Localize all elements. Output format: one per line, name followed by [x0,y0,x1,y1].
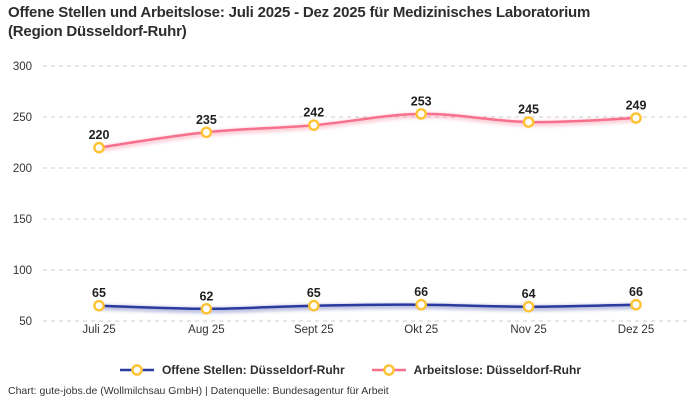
x-tick-label: Okt 25 [404,324,438,336]
data-point-arbeitslose[interactable] [630,112,642,124]
legend-item-arbeitslose[interactable]: Arbeitslose: Düsseldorf-Ruhr [371,363,581,377]
y-tick-label: 300 [13,61,32,73]
x-tick-label: Aug 25 [188,324,224,336]
chart-legend: Offene Stellen: Düsseldorf-Ruhr Arbeitslo… [0,360,700,380]
legend-label-arbeitslose: Arbeitslose: Düsseldorf-Ruhr [413,363,582,377]
chart-title-line1: Offene Stellen und Arbeitslose: Juli 202… [8,4,591,21]
x-tick-label: Juli 25 [82,324,115,336]
y-tick-label: 100 [13,265,32,277]
y-tick-label: 250 [13,112,32,124]
data-point-label-arbeitslose: 249 [626,99,647,113]
data-point-arbeitslose[interactable] [307,119,320,131]
data-point-label-arbeitslose: 253 [411,94,432,108]
line-chart-plot: 300 250 200 150 100 50 Juli 25 Aug 25 Sept 25 Okt… [13,61,690,336]
data-point-label-offene-stellen: 66 [629,285,643,299]
series-glow-arbeitslose [98,112,637,152]
x-tick-label: Sept 25 [294,324,334,336]
data-point-arbeitslose[interactable] [200,126,213,139]
data-point-offene-stellen[interactable] [307,299,320,312]
chart-title: Offene Stellen und Arbeitslose: Juli 202… [8,3,696,41]
legend-ring-icon [131,364,143,376]
y-tick-label: 200 [13,163,32,175]
data-point-label-offene-stellen: 62 [199,289,213,303]
y-tick-label: 50 [19,316,32,328]
data-point-label-offene-stellen: 65 [92,286,106,300]
legend-marker-icon [119,364,154,376]
legend-item-offene-stellen[interactable]: Offene Stellen: Düsseldorf-Ruhr [119,363,345,377]
x-tick-label: Dez 25 [618,324,654,336]
chart-title-line2: (Region Düsseldorf-Ruhr) [8,23,187,40]
legend-label-offene-stellen: Offene Stellen: Düsseldorf-Ruhr [161,363,345,377]
data-point-arbeitslose[interactable] [522,116,535,128]
data-point-arbeitslose[interactable] [93,141,105,154]
series-glow-offene-stellen [98,303,637,314]
data-point-label-arbeitslose: 235 [196,113,217,127]
data-point-label-arbeitslose: 220 [89,128,110,142]
x-tick-label: Nov 25 [510,324,546,336]
data-point-label-offene-stellen: 65 [307,286,321,300]
data-point-offene-stellen[interactable] [415,298,428,311]
legend-ring-icon [382,364,395,376]
chart-footer: Chart: gute-jobs.de (Wollmilchsau GmbH) … [8,385,389,397]
data-point-label-offene-stellen: 64 [522,287,536,301]
series-line-arbeitslose [97,112,638,149]
data-point-offene-stellen[interactable] [630,298,642,311]
data-point-offene-stellen[interactable] [522,300,535,313]
data-point-offene-stellen[interactable] [200,302,213,315]
data-point-offene-stellen[interactable] [93,299,105,312]
data-point-label-arbeitslose: 242 [303,106,324,120]
y-tick-label: 150 [13,214,32,226]
data-point-label-arbeitslose: 245 [518,103,539,117]
legend-marker-icon [371,364,406,376]
data-point-arbeitslose[interactable] [415,108,428,120]
series-line-offene-stellen [97,303,638,311]
data-point-label-offene-stellen: 66 [414,285,428,299]
